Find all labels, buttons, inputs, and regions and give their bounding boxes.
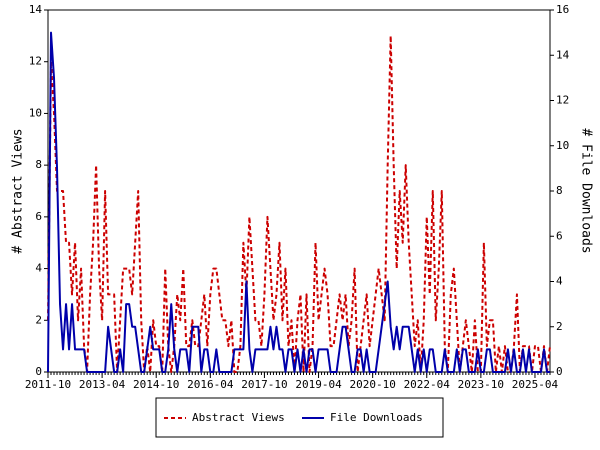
y2-tick-label: 16 xyxy=(556,3,569,16)
legend-label: File Downloads xyxy=(330,411,423,424)
y2-tick-label: 8 xyxy=(556,184,563,197)
y-tick-label: 14 xyxy=(29,3,43,16)
y-tick-label: 8 xyxy=(35,158,42,171)
legend-box xyxy=(155,397,444,438)
x-tick-label: 2013-04 xyxy=(79,378,126,391)
x-tick-label: 2020-10 xyxy=(349,378,395,391)
x-tick-label: 2017-10 xyxy=(241,378,287,391)
y2-tick-label: 12 xyxy=(556,94,569,107)
x-tick-label: 2014-10 xyxy=(133,378,179,391)
y2-tick-label: 14 xyxy=(556,48,570,61)
y2-tick-label: 10 xyxy=(556,139,569,152)
y-tick-label: 6 xyxy=(35,210,42,223)
y-tick-label: 0 xyxy=(35,365,42,378)
series-line xyxy=(47,31,550,373)
x-tick-label: 2023-10 xyxy=(458,378,504,391)
series-line xyxy=(47,34,551,373)
x-tick-label: 2011-10 xyxy=(25,378,71,391)
y-tick-label: 10 xyxy=(29,106,42,119)
y-tick-label: 12 xyxy=(29,55,42,68)
y2-tick-label: 0 xyxy=(556,365,563,378)
plot-frame xyxy=(47,9,551,373)
x-tick-label: 2019-04 xyxy=(295,378,342,391)
x-tick-label: 2016-04 xyxy=(187,378,234,391)
y2-tick-label: 2 xyxy=(556,320,563,333)
legend-label: Abstract Views xyxy=(192,411,285,424)
y2-tick-label: 6 xyxy=(556,229,563,242)
y-tick-label: 2 xyxy=(35,313,42,326)
y2-tick-label: 4 xyxy=(556,275,563,288)
x-tick-label: 2025-04 xyxy=(512,378,559,391)
y2-axis-title: # File Downloads xyxy=(579,128,594,253)
x-tick-label: 2022-04 xyxy=(404,378,451,391)
y-axis-title: # Abstract Views xyxy=(11,128,26,253)
y-tick-label: 4 xyxy=(35,262,42,275)
